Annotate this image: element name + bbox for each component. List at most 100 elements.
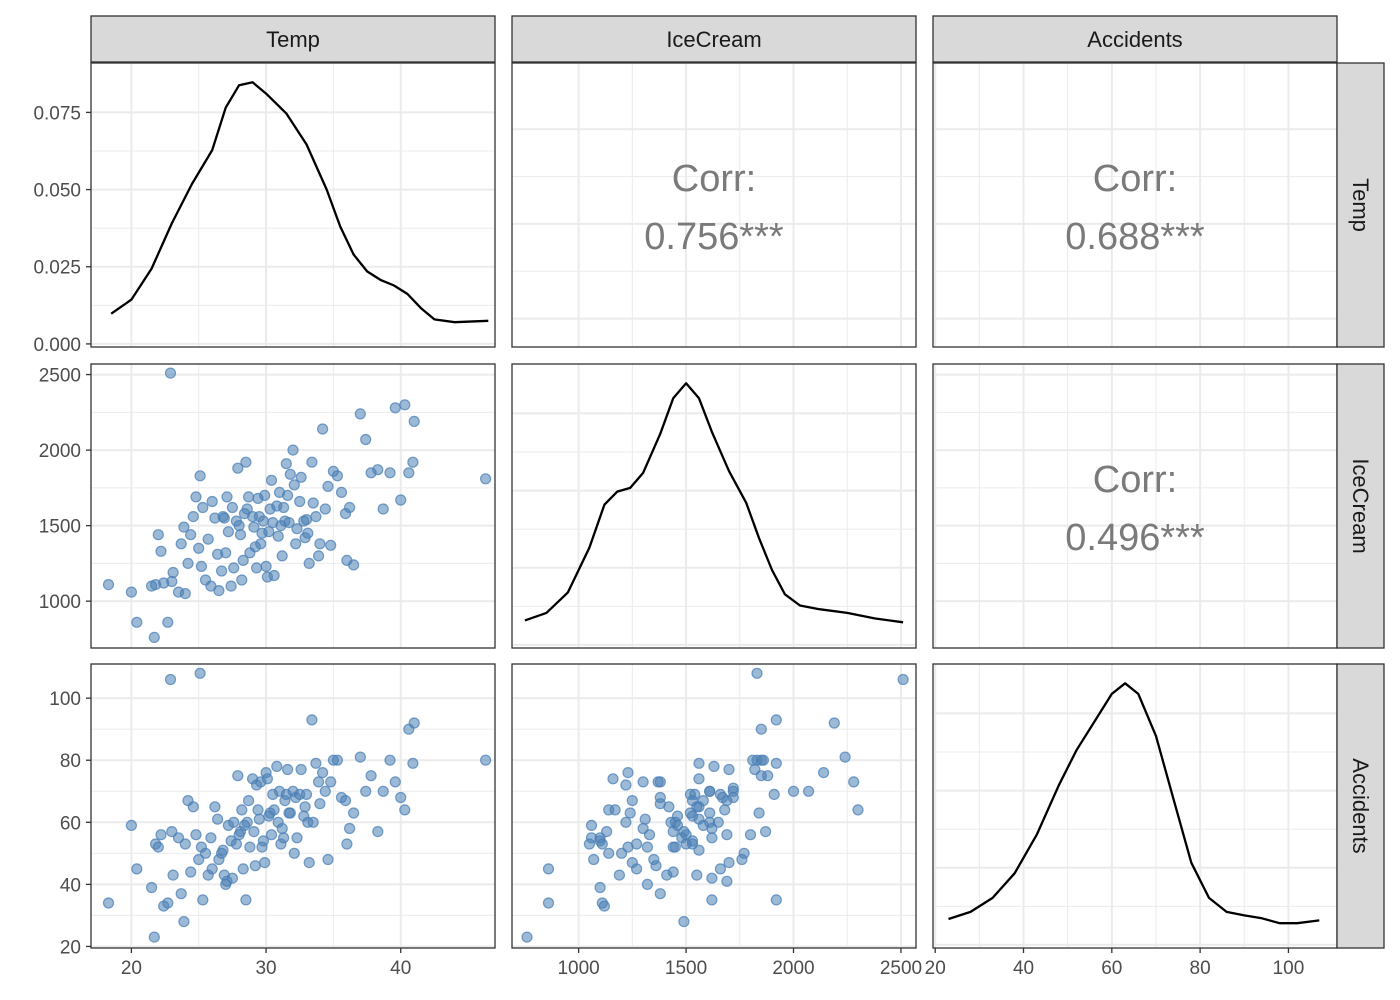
scatter-point (300, 513, 313, 526)
y-tick-label: 100 (49, 689, 81, 710)
scatter-point (787, 785, 800, 797)
strip-background (1336, 663, 1385, 949)
panel-border (90, 62, 496, 348)
scatter-point (310, 510, 322, 523)
scatter-point (639, 813, 651, 825)
scatter-point (607, 773, 619, 785)
scatter-point (295, 471, 307, 483)
x-tick-label: 100 (1273, 958, 1305, 979)
scatter-point (279, 515, 291, 527)
scatter-point (676, 832, 688, 844)
scatter-point (408, 717, 420, 729)
scatter-point (195, 560, 207, 573)
scatter-point (185, 529, 197, 541)
scatter-point (723, 856, 735, 869)
scatter-point (187, 510, 199, 523)
y-tick-label: 1000 (39, 592, 81, 613)
scatter-point (193, 853, 205, 866)
scatter-point (691, 869, 703, 881)
scatter-point (365, 770, 377, 782)
x-axis-icecream: 1000 1500 2000 2500 (557, 948, 922, 979)
scatter-point (294, 495, 306, 508)
scatter-point (613, 869, 626, 881)
scatter-point (615, 847, 628, 859)
scatter-point (852, 804, 864, 816)
corr-label: Corr: (672, 158, 756, 200)
scatter-point (384, 754, 396, 766)
scatter-point (259, 489, 271, 501)
scatter-point (770, 757, 782, 769)
density-line-accidents (948, 682, 1320, 925)
x-tick-label: 20 (121, 958, 142, 979)
scatter-point (641, 841, 654, 853)
scatter-point (403, 467, 415, 479)
strip-right-temp: Temp (1336, 62, 1385, 348)
scatter-point (212, 813, 224, 825)
scatter-point (236, 804, 248, 816)
scatter-point (194, 667, 206, 679)
panel-background (91, 664, 495, 948)
scatter-point (598, 900, 611, 912)
scatter-point (641, 878, 654, 891)
scatter-point (179, 587, 191, 600)
scatter-point (313, 550, 325, 562)
scatter-point (260, 560, 272, 573)
scatter-point (228, 562, 240, 574)
scatter-point (167, 869, 179, 881)
scatter-point (585, 819, 598, 832)
y-tick-label: 40 (60, 875, 81, 896)
scatter-point (178, 915, 190, 928)
scatter-point (268, 569, 280, 582)
scatter-point (624, 807, 636, 819)
scatter-point (303, 856, 315, 869)
scatter-point (218, 869, 230, 881)
panel-background (512, 364, 916, 648)
scatter-point (708, 760, 720, 773)
scatter-point (399, 399, 411, 411)
scatter-point (290, 538, 302, 550)
scatter-point (714, 863, 727, 875)
strip-label: Temp (266, 27, 320, 52)
strip-background (1336, 363, 1385, 649)
scatter-point (654, 798, 666, 810)
scatter-point (197, 894, 209, 906)
scatter-point (248, 521, 260, 533)
panel-temp-icecream: Corr: 0.756*** (511, 62, 917, 348)
y-tick-label: 20 (60, 937, 81, 958)
scatter-point (716, 791, 729, 804)
scatter-point (319, 503, 331, 515)
scatter-point (339, 794, 352, 807)
panel-icecream-temp (90, 363, 496, 649)
scatter-point (187, 801, 199, 813)
strip-background (932, 15, 1338, 63)
scatter-point (291, 832, 303, 844)
scatter-point (306, 714, 318, 726)
scatter-point (686, 794, 699, 807)
scatter-point (288, 479, 300, 491)
strip-top-accidents: Accidents (932, 15, 1338, 63)
scatter-point (721, 875, 733, 887)
x-tick-label: 40 (1013, 958, 1034, 979)
scatter-point (317, 423, 329, 435)
scatter-point (310, 757, 322, 769)
scatter-point (131, 616, 143, 628)
scatter-point (164, 367, 177, 379)
scatter-point (588, 853, 600, 866)
scatter-point (407, 757, 419, 769)
y-axis-row-3: 20 40 60 80 100 (49, 689, 91, 958)
scatter-point (686, 810, 699, 822)
x-tick-label: 2000 (772, 958, 814, 979)
scatter-point (131, 863, 143, 875)
scatter-point (295, 763, 307, 776)
scatter-point (303, 557, 315, 570)
scatter-point (226, 501, 238, 514)
scatter-point (753, 807, 765, 819)
panel-background (933, 63, 1337, 347)
scatter-point (693, 757, 705, 769)
density-line-temp (110, 81, 489, 324)
scatter-point (322, 480, 334, 492)
scatter-point (155, 829, 167, 841)
scatter-point (736, 853, 748, 866)
scatter-point (152, 529, 164, 541)
